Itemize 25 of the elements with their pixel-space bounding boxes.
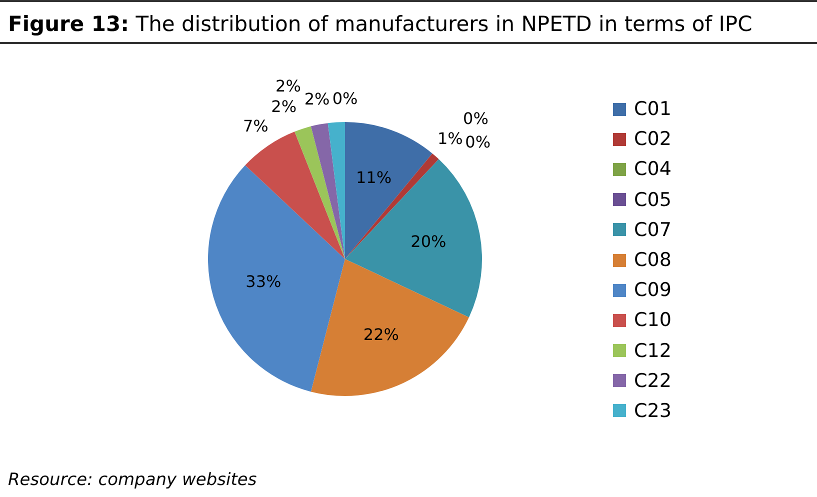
data-label: 2% xyxy=(276,76,301,96)
legend-label: C23 xyxy=(634,400,672,422)
legend-label: C22 xyxy=(634,370,672,392)
legend-label: C05 xyxy=(634,188,672,211)
data-label: 7% xyxy=(242,116,268,136)
legend-label: C07 xyxy=(634,218,672,241)
text: Resource: company websites xyxy=(8,470,257,490)
legend-label: C10 xyxy=(634,309,672,332)
text: 0% xyxy=(332,89,358,108)
text: 0% xyxy=(463,108,488,128)
data-label: 1% xyxy=(437,128,463,148)
legend-label: C02 xyxy=(634,128,672,150)
data-label: 33% xyxy=(246,272,282,291)
legend-label: C01 xyxy=(634,98,672,120)
data-label: 11% xyxy=(356,168,392,188)
data-label: 22% xyxy=(363,325,399,344)
legend-label: C09 xyxy=(634,279,672,302)
text: 0% xyxy=(465,132,491,152)
legend-label: C08 xyxy=(634,249,672,272)
chart-title: Figure 13: The distribution of manufacturers in NPETD in terms of IPC xyxy=(0,0,817,44)
legend-label: C04 xyxy=(634,158,672,180)
data-label: 2% xyxy=(304,89,330,108)
data-label: 2% xyxy=(271,96,297,116)
legend-label: C12 xyxy=(634,340,672,362)
data-label: 20% xyxy=(410,232,446,252)
